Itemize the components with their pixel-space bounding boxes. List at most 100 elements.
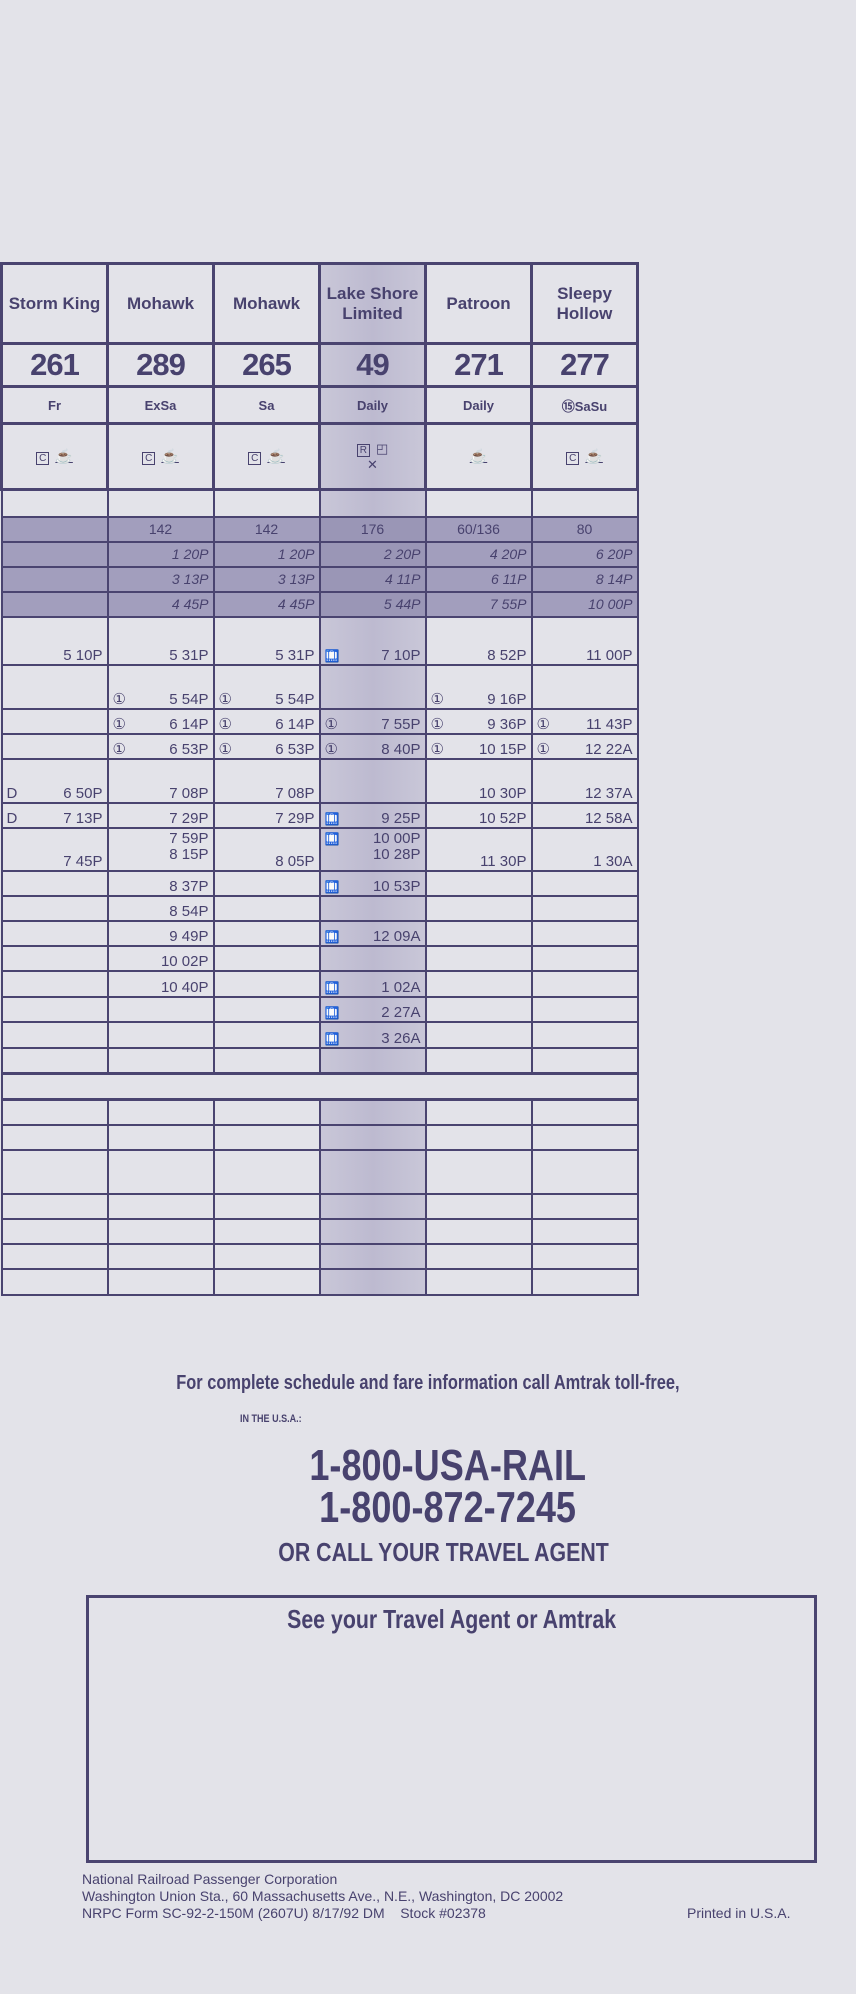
table-row: C ☕ C ☕ C ☕ R ◰ ✕ ☕ C ☕ — [0, 422, 639, 491]
blank-cell — [424, 1148, 533, 1195]
train-name: Mohawk — [106, 262, 215, 345]
time-value: 8 52P — [487, 646, 527, 664]
time-value: 10 52P — [478, 809, 527, 827]
blank-cell — [318, 1123, 427, 1151]
time-value: 6 14P — [169, 715, 209, 733]
connection-note-icon: ① — [536, 740, 550, 758]
connecting-time: 4 20P — [424, 540, 533, 568]
blank-cell — [424, 1242, 533, 1270]
table-row: D 7 13P 7 29P 7 29P 🛄 9 25P 10 52P 12 58A — [0, 801, 639, 829]
departure-time — [424, 869, 533, 897]
discharge-only-mark: D — [6, 784, 18, 802]
operating-days: ExSa — [106, 385, 215, 425]
blank-cell — [212, 1192, 321, 1220]
departure-time — [530, 869, 639, 897]
connecting-time: 1 20P — [212, 540, 321, 568]
time-value: 5 54P — [169, 690, 209, 708]
table-row: 10 02P — [0, 944, 639, 972]
table-row — [0, 1148, 639, 1195]
time-value: 7 10P — [381, 646, 421, 664]
train-number: 271 — [424, 342, 533, 388]
departure-time — [0, 663, 109, 710]
departure-time — [424, 995, 533, 1023]
operating-days: ⑮SaSu — [530, 385, 639, 425]
blank-cell — [106, 1123, 215, 1151]
operating-days: Fr — [0, 385, 109, 425]
connecting-time — [0, 515, 109, 543]
time-value: 5 31P — [275, 646, 315, 664]
amenities: C ☕ — [0, 422, 109, 491]
time-value: 9 16P — [487, 690, 527, 708]
table-row: Fr ExSa Sa Daily Daily ⑮SaSu — [0, 385, 639, 425]
checked-baggage-icon: 🛄 — [324, 811, 340, 826]
time-value: 3 26A — [381, 1029, 421, 1047]
departure-time: 12 58A — [530, 801, 639, 829]
time-value: 1 30A — [593, 852, 633, 870]
table-row: 8 37P 🛄 10 53P — [0, 869, 639, 897]
amenities: C ☕ — [530, 422, 639, 491]
table-row — [0, 1217, 639, 1245]
departure-time: 11 30P — [424, 826, 533, 872]
timetable: Storm King Mohawk Mohawk Lake Shore Limited… — [0, 262, 639, 1296]
time-value: 6 53P — [275, 740, 315, 758]
departure-time: 8 52P — [424, 615, 533, 666]
contact-intro: For complete schedule and fare informati… — [176, 1372, 680, 1394]
departure-time: 8 37P — [106, 869, 215, 897]
time-value: 10 53P — [372, 877, 421, 895]
time-value: 7 08P — [169, 784, 209, 802]
blank-cell — [212, 1267, 321, 1296]
departure-time — [530, 894, 639, 922]
sleeper-icon: ◰ — [375, 440, 389, 456]
train-number: 49 — [318, 342, 427, 388]
blank-cell — [212, 488, 321, 518]
connecting-time: 60/136 — [424, 515, 533, 543]
amenities: ☕ — [424, 422, 533, 491]
departure-time: 12 37A — [530, 757, 639, 804]
blank-cell — [106, 1148, 215, 1195]
departure-time: 🛄 7 10P — [318, 615, 427, 666]
blank-cell — [530, 1217, 639, 1245]
departure-time — [318, 1046, 427, 1075]
blank-cell — [212, 1217, 321, 1245]
operating-days: Daily — [318, 385, 427, 425]
printed-in: Printed in U.S.A. — [687, 1905, 791, 1921]
departure-time: 🛄 9 25P — [318, 801, 427, 829]
time-value: 5 54P — [275, 690, 315, 708]
connecting-time: 3 13P — [212, 565, 321, 593]
time-value: 12 09A — [372, 927, 421, 945]
departure-time — [530, 969, 639, 998]
departure-time — [0, 919, 109, 947]
departure-time — [530, 919, 639, 947]
train-name: Patroon — [424, 262, 533, 345]
blank-cell — [0, 1242, 109, 1270]
connecting-time: 7 55P — [424, 590, 533, 618]
checked-baggage-icon: 🛄 — [324, 1005, 340, 1020]
blank-cell — [424, 488, 533, 518]
departure-time: 7 59P 8 15P — [106, 826, 215, 872]
table-row: ① 5 54P ① 5 54P ① 9 16P — [0, 663, 639, 710]
time-value: 1 02A — [381, 978, 421, 996]
departure-time: 9 49P — [106, 919, 215, 947]
blank-cell — [530, 488, 639, 518]
departure-time — [318, 894, 427, 922]
agent-stamp-box: See your Travel Agent or Amtrak — [86, 1595, 817, 1863]
time-value: 7 55P — [381, 715, 421, 733]
blank-cell — [318, 1242, 427, 1270]
time-value: 8 05P — [275, 852, 315, 870]
time-value: 6 14P — [275, 715, 315, 733]
table-row — [0, 1098, 639, 1126]
table-row: 142 142 176 60/136 80 — [0, 515, 639, 543]
departure-time: ① 10 15P — [424, 732, 533, 760]
departure-time — [424, 944, 533, 972]
departure-time: 7 08P — [106, 757, 215, 804]
connection-note-icon: ① — [430, 690, 444, 708]
time-value: 10 02P — [160, 952, 209, 970]
coach-reserved-icon: C — [36, 452, 50, 465]
time-value: 8 40P — [381, 740, 421, 758]
departure-time: 🛄 10 00P 10 28P — [318, 826, 427, 872]
train-name: Lake Shore Limited — [318, 262, 427, 345]
connecting-time: 142 — [212, 515, 321, 543]
departure-time: 🛄 2 27A — [318, 995, 427, 1023]
train-number: 289 — [106, 342, 215, 388]
blank-cell — [424, 1192, 533, 1220]
